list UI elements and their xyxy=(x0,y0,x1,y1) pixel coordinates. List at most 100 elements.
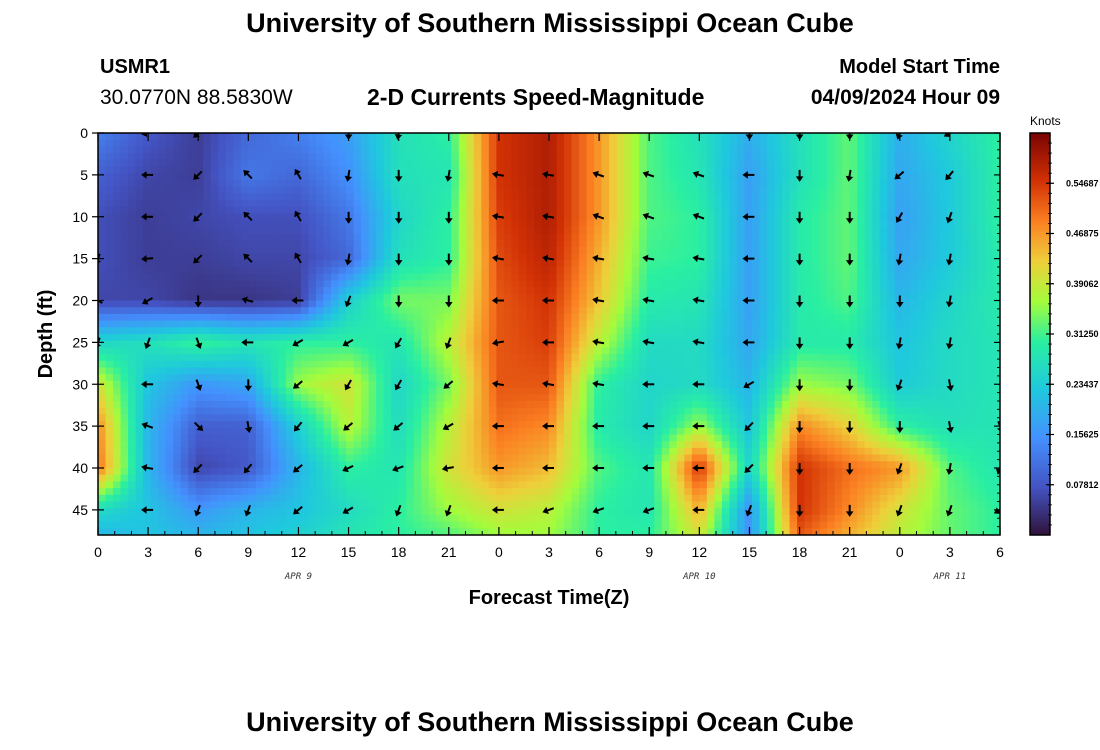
heatmap-cell xyxy=(105,360,114,369)
heatmap-cell xyxy=(188,139,197,147)
heatmap-cell xyxy=(338,226,347,235)
heatmap-cell xyxy=(353,367,362,375)
heatmap-cell xyxy=(706,394,715,402)
heatmap-cell xyxy=(751,307,761,315)
heatmap-cell xyxy=(736,327,746,335)
heatmap-cell xyxy=(586,193,595,201)
heatmap-cell xyxy=(962,367,971,375)
heatmap-cell xyxy=(293,267,302,275)
heatmap-cell xyxy=(406,133,415,141)
heatmap-cell xyxy=(143,159,152,168)
heatmap-cell xyxy=(406,206,415,214)
heatmap-cell xyxy=(819,401,828,409)
heatmap-cell xyxy=(473,320,482,328)
heatmap-cell xyxy=(706,334,715,342)
heatmap-cell xyxy=(165,220,174,228)
heatmap-cell xyxy=(932,394,941,402)
heatmap-cell xyxy=(834,313,843,322)
heatmap-cell xyxy=(849,133,858,141)
heatmap-cell xyxy=(654,153,663,161)
heatmap-cell xyxy=(691,240,700,248)
heatmap-cell xyxy=(616,387,625,395)
heatmap-cell xyxy=(255,313,264,322)
heatmap-cell xyxy=(879,380,888,389)
heatmap-cell xyxy=(293,273,302,281)
heatmap-cell xyxy=(549,307,558,315)
heatmap-cell xyxy=(654,179,663,188)
heatmap-cell xyxy=(135,287,144,295)
heatmap-cell xyxy=(173,206,182,214)
heatmap-cell xyxy=(451,173,460,181)
heatmap-cell xyxy=(849,260,858,268)
heatmap-cell xyxy=(270,380,279,389)
heatmap-cell xyxy=(526,380,535,389)
heatmap-cell xyxy=(315,387,325,395)
heatmap-cell xyxy=(458,153,467,161)
heatmap-cell xyxy=(571,246,580,255)
heatmap-cell xyxy=(308,280,317,288)
heatmap-cell xyxy=(383,401,392,409)
heatmap-cell xyxy=(128,146,137,154)
heatmap-cell xyxy=(143,153,152,161)
heatmap-cell xyxy=(721,200,730,208)
heatmap-cell xyxy=(263,327,272,335)
heatmap-cell xyxy=(376,293,385,302)
heatmap-cell xyxy=(338,246,347,255)
heatmap-cell xyxy=(135,206,144,214)
heatmap-cell xyxy=(203,173,212,181)
heatmap-cell xyxy=(924,213,933,221)
heatmap-cell xyxy=(962,334,971,342)
heatmap-cell xyxy=(233,213,242,221)
heatmap-cell xyxy=(338,287,347,295)
heatmap-cell xyxy=(443,387,452,395)
heatmap-cell xyxy=(210,307,219,315)
heatmap-cell xyxy=(526,186,535,194)
heatmap-cell xyxy=(631,233,640,241)
heatmap-cell xyxy=(135,280,144,288)
heatmap-cell xyxy=(368,267,377,275)
heatmap-cell xyxy=(315,133,325,141)
heatmap-cell xyxy=(586,300,595,308)
heatmap-cell xyxy=(421,246,430,255)
heatmap-cell xyxy=(924,133,933,141)
heatmap-cell xyxy=(676,253,685,261)
heatmap-cell xyxy=(902,313,911,322)
heatmap-cell xyxy=(594,246,603,255)
heatmap-cell xyxy=(240,246,249,255)
heatmap-cell xyxy=(827,374,836,382)
heatmap-cell xyxy=(789,394,798,402)
heatmap-cell xyxy=(736,387,746,395)
heatmap-cell xyxy=(361,240,370,248)
heatmap-cell xyxy=(782,347,791,355)
heatmap-cell xyxy=(601,267,610,275)
heatmap-cell xyxy=(188,193,197,201)
heatmap-cell xyxy=(549,193,558,201)
heatmap-cell xyxy=(511,307,520,315)
heatmap-cell xyxy=(195,133,204,141)
heatmap-cell xyxy=(143,327,152,335)
heatmap-cell xyxy=(631,334,640,342)
heatmap-cell xyxy=(954,213,964,221)
heatmap-cell xyxy=(120,267,129,275)
heatmap-cell xyxy=(834,374,843,382)
heatmap-cell xyxy=(503,293,513,302)
heatmap-cell xyxy=(458,340,467,348)
heatmap-cell xyxy=(849,293,858,302)
heatmap-cell xyxy=(368,327,377,335)
heatmap-cell xyxy=(113,213,122,221)
heatmap-cell xyxy=(135,139,144,147)
heatmap-cell xyxy=(887,367,896,375)
heatmap-cell xyxy=(834,354,843,362)
heatmap-cell xyxy=(564,287,573,295)
heatmap-cell xyxy=(879,360,888,369)
heatmap-cell xyxy=(834,360,843,369)
heatmap-cell xyxy=(466,354,475,362)
heatmap-cell xyxy=(631,206,640,214)
heatmap-cell xyxy=(939,186,948,194)
heatmap-cell xyxy=(586,360,595,369)
heatmap-cell xyxy=(195,206,204,214)
heatmap-cell xyxy=(691,220,700,228)
heatmap-cell xyxy=(503,407,513,415)
heatmap-cell xyxy=(616,360,625,369)
heatmap-cell xyxy=(857,327,866,335)
